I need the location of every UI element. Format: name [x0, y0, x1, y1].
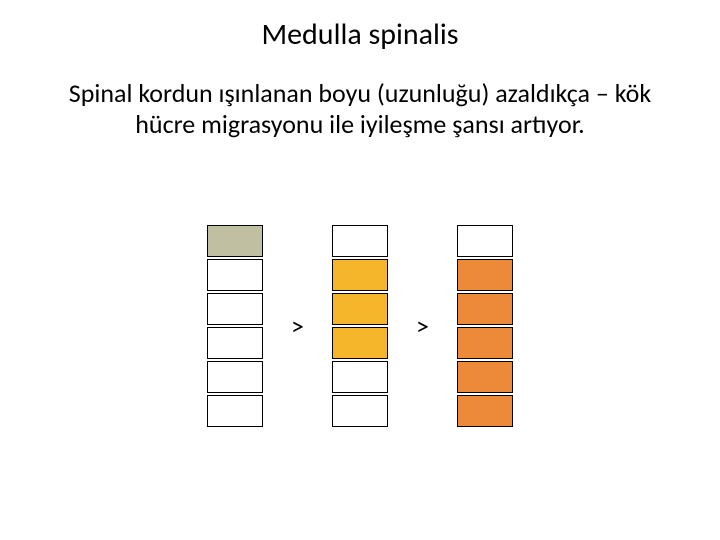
- cell: [457, 327, 513, 359]
- greater-than-symbol: >: [388, 313, 457, 339]
- cell: [207, 259, 263, 291]
- cell: [207, 361, 263, 393]
- cell: [207, 293, 263, 325]
- diagram-area: >>: [0, 225, 720, 427]
- cell: [207, 395, 263, 427]
- cell: [457, 293, 513, 325]
- cell: [332, 293, 388, 325]
- cell: [332, 361, 388, 393]
- cell: [207, 225, 263, 257]
- cell: [457, 225, 513, 257]
- cell: [332, 327, 388, 359]
- column-1: [207, 225, 263, 427]
- cell: [457, 259, 513, 291]
- slide: Medulla spinalis Spinal kordun ışınlanan…: [0, 0, 720, 540]
- cell: [457, 395, 513, 427]
- subtitle-text: Spinal kordun ışınlanan boyu (uzunluğu) …: [60, 78, 660, 140]
- cell: [332, 395, 388, 427]
- cell: [207, 327, 263, 359]
- greater-than-symbol: >: [263, 313, 332, 339]
- cell: [457, 361, 513, 393]
- column-2: [332, 225, 388, 427]
- page-title: Medulla spinalis: [0, 16, 720, 53]
- cell: [332, 259, 388, 291]
- cell: [332, 225, 388, 257]
- column-3: [457, 225, 513, 427]
